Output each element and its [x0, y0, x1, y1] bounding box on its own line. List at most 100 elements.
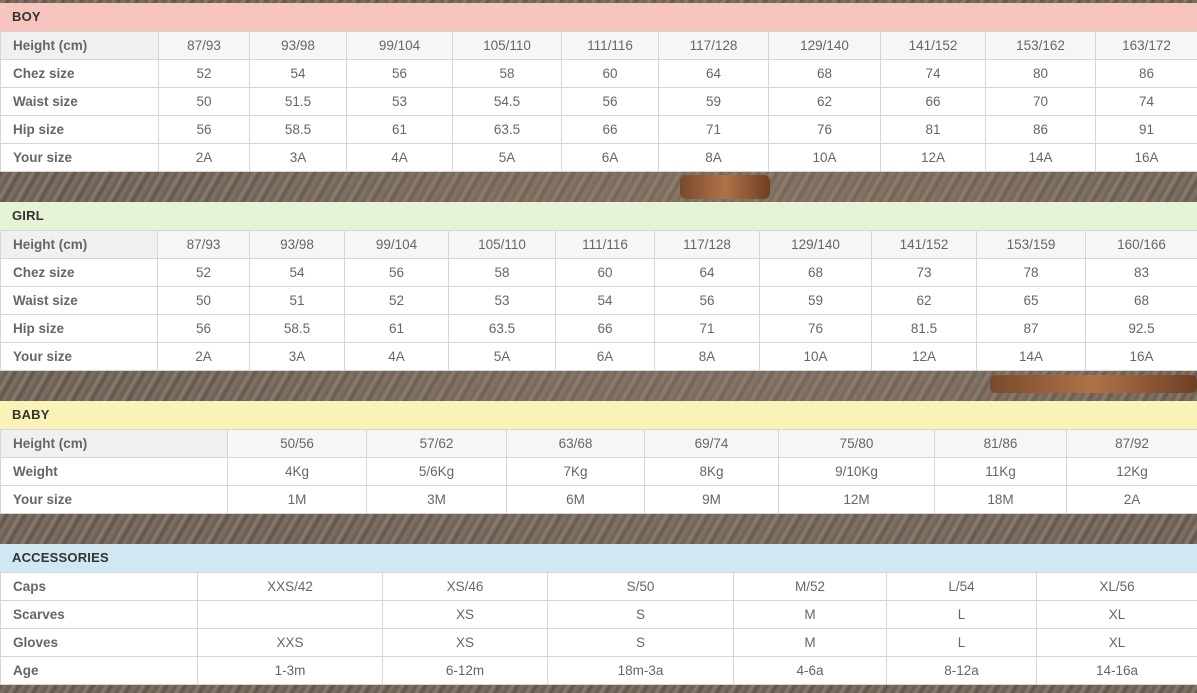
girl-size-cell: 51	[249, 286, 345, 315]
girl-table-row: Chez size 52 54 56 58 60 64 68 73 78 83	[0, 258, 1197, 287]
girl-size-cell: 53	[448, 286, 556, 315]
baby-size-cell: 3M	[366, 485, 507, 514]
baby-size-cell: 57/62	[366, 429, 507, 458]
boy-size-cell: 99/104	[346, 31, 453, 60]
girl-size-cell: 68	[1085, 286, 1197, 315]
baby-size-cell: 87/92	[1066, 429, 1197, 458]
boy-size-cell: 91	[1095, 115, 1197, 144]
girl-size-cell: 68	[759, 258, 872, 287]
girl-row-label: Chez size	[0, 258, 158, 287]
accessories-table-row: Scarves XS S M L XL	[0, 600, 1197, 629]
accessories-size-cell: M/52	[733, 572, 887, 601]
accessories-row-label: Gloves	[0, 628, 198, 657]
boy-size-cell: 76	[768, 115, 881, 144]
girl-size-cell: 56	[157, 314, 250, 343]
boy-size-cell: 56	[561, 87, 659, 116]
girl-section-header: GIRL	[0, 202, 1197, 230]
girl-table-row: Waist size 50 51 52 53 54 56 59 62 65 68	[0, 286, 1197, 315]
accessories-size-cell: 4-6a	[733, 656, 887, 685]
baby-size-cell: 5/6Kg	[366, 457, 507, 486]
girl-size-cell: 14A	[976, 342, 1086, 371]
accessories-size-cell: 18m-3a	[547, 656, 734, 685]
boy-table-row: Waist size 50 51.5 53 54.5 56 59 62 66 70 74	[0, 87, 1197, 116]
baby-size-cell: 18M	[934, 485, 1067, 514]
boy-size-cell: 54	[249, 59, 347, 88]
girl-size-cell: 62	[871, 286, 977, 315]
accessories-size-cell: 6-12m	[382, 656, 548, 685]
girl-size-cell: 129/140	[759, 230, 872, 259]
boy-size-cell: 61	[346, 115, 453, 144]
boy-size-cell: 3A	[249, 143, 347, 172]
background-rust-pipe	[990, 375, 1197, 393]
boy-table-row: Hip size 56 58.5 61 63.5 66 71 76 81 86 91	[0, 115, 1197, 144]
baby-size-cell: 81/86	[934, 429, 1067, 458]
baby-table-row: Your size 1M 3M 6M 9M 12M 18M 2A	[0, 485, 1197, 514]
accessories-size-cell: S	[547, 600, 734, 629]
girl-size-cell: 52	[344, 286, 449, 315]
boy-size-cell: 117/128	[658, 31, 769, 60]
girl-size-cell: 58.5	[249, 314, 345, 343]
boy-size-cell: 54.5	[452, 87, 562, 116]
boy-size-cell: 66	[880, 87, 986, 116]
boy-size-cell: 58.5	[249, 115, 347, 144]
boy-row-label: Chez size	[0, 59, 159, 88]
girl-size-cell: 8A	[654, 342, 760, 371]
boy-size-cell: 86	[1095, 59, 1197, 88]
girl-size-cell: 153/159	[976, 230, 1086, 259]
girl-row-label: Your size	[0, 342, 158, 371]
girl-size-cell: 99/104	[344, 230, 449, 259]
baby-section-header: BABY	[0, 401, 1197, 429]
baby-size-table: Height (cm) 50/56 57/62 63/68 69/74 75/80 81/8…	[0, 429, 1197, 514]
girl-size-cell: 105/110	[448, 230, 556, 259]
accessories-size-cell: 8-12a	[886, 656, 1037, 685]
accessories-size-cell: XS	[382, 628, 548, 657]
boy-size-cell: 68	[768, 59, 881, 88]
girl-size-cell: 65	[976, 286, 1086, 315]
boy-size-cell: 56	[158, 115, 250, 144]
accessories-row-label: Caps	[0, 572, 198, 601]
girl-row-label: Waist size	[0, 286, 158, 315]
baby-size-cell: 63/68	[506, 429, 645, 458]
accessories-size-cell: XS/46	[382, 572, 548, 601]
boy-section-header: BOY	[0, 3, 1197, 31]
girl-size-cell: 56	[654, 286, 760, 315]
boy-size-cell: 141/152	[880, 31, 986, 60]
boy-size-cell: 111/116	[561, 31, 659, 60]
boy-size-cell: 66	[561, 115, 659, 144]
girl-size-cell: 93/98	[249, 230, 345, 259]
girl-size-cell: 78	[976, 258, 1086, 287]
accessories-size-cell: XL	[1036, 600, 1197, 629]
accessories-table-row: Age 1-3m 6-12m 18m-3a 4-6a 8-12a 14-16a	[0, 656, 1197, 685]
accessories-size-cell: M	[733, 628, 887, 657]
girl-size-cell: 66	[555, 314, 655, 343]
girl-size-cell: 87	[976, 314, 1086, 343]
baby-row-label: Weight	[0, 457, 228, 486]
boy-table-row: Height (cm) 87/93 93/98 99/104 105/110 111/11…	[0, 31, 1197, 60]
baby-size-cell: 8Kg	[644, 457, 779, 486]
boy-size-cell: 163/172	[1095, 31, 1197, 60]
boy-size-cell: 74	[1095, 87, 1197, 116]
girl-size-cell: 54	[249, 258, 345, 287]
boy-size-cell: 62	[768, 87, 881, 116]
boy-size-cell: 153/162	[985, 31, 1096, 60]
boy-size-cell: 80	[985, 59, 1096, 88]
boy-size-cell: 105/110	[452, 31, 562, 60]
girl-size-cell: 64	[654, 258, 760, 287]
accessories-size-table: Caps XXS/42 XS/46 S/50 M/52 L/54 XL/56 Scarves X…	[0, 572, 1197, 685]
girl-size-cell: 3A	[249, 342, 345, 371]
boy-size-cell: 14A	[985, 143, 1096, 172]
boy-size-cell: 51.5	[249, 87, 347, 116]
boy-table-row: Your size 2A 3A 4A 5A 6A 8A 10A 12A 14A 16A	[0, 143, 1197, 172]
girl-size-cell: 4A	[344, 342, 449, 371]
boy-size-cell: 87/93	[158, 31, 250, 60]
accessories-table-row: Gloves XXS XS S M L XL	[0, 628, 1197, 657]
accessories-table-row: Caps XXS/42 XS/46 S/50 M/52 L/54 XL/56	[0, 572, 1197, 601]
accessories-size-cell: XL/56	[1036, 572, 1197, 601]
baby-row-label: Height (cm)	[0, 429, 228, 458]
boy-size-cell: 52	[158, 59, 250, 88]
girl-size-cell: 141/152	[871, 230, 977, 259]
girl-row-label: Hip size	[0, 314, 158, 343]
boy-row-label: Your size	[0, 143, 159, 172]
girl-size-cell: 73	[871, 258, 977, 287]
girl-table-row: Height (cm) 87/93 93/98 99/104 105/110 111/11…	[0, 230, 1197, 259]
